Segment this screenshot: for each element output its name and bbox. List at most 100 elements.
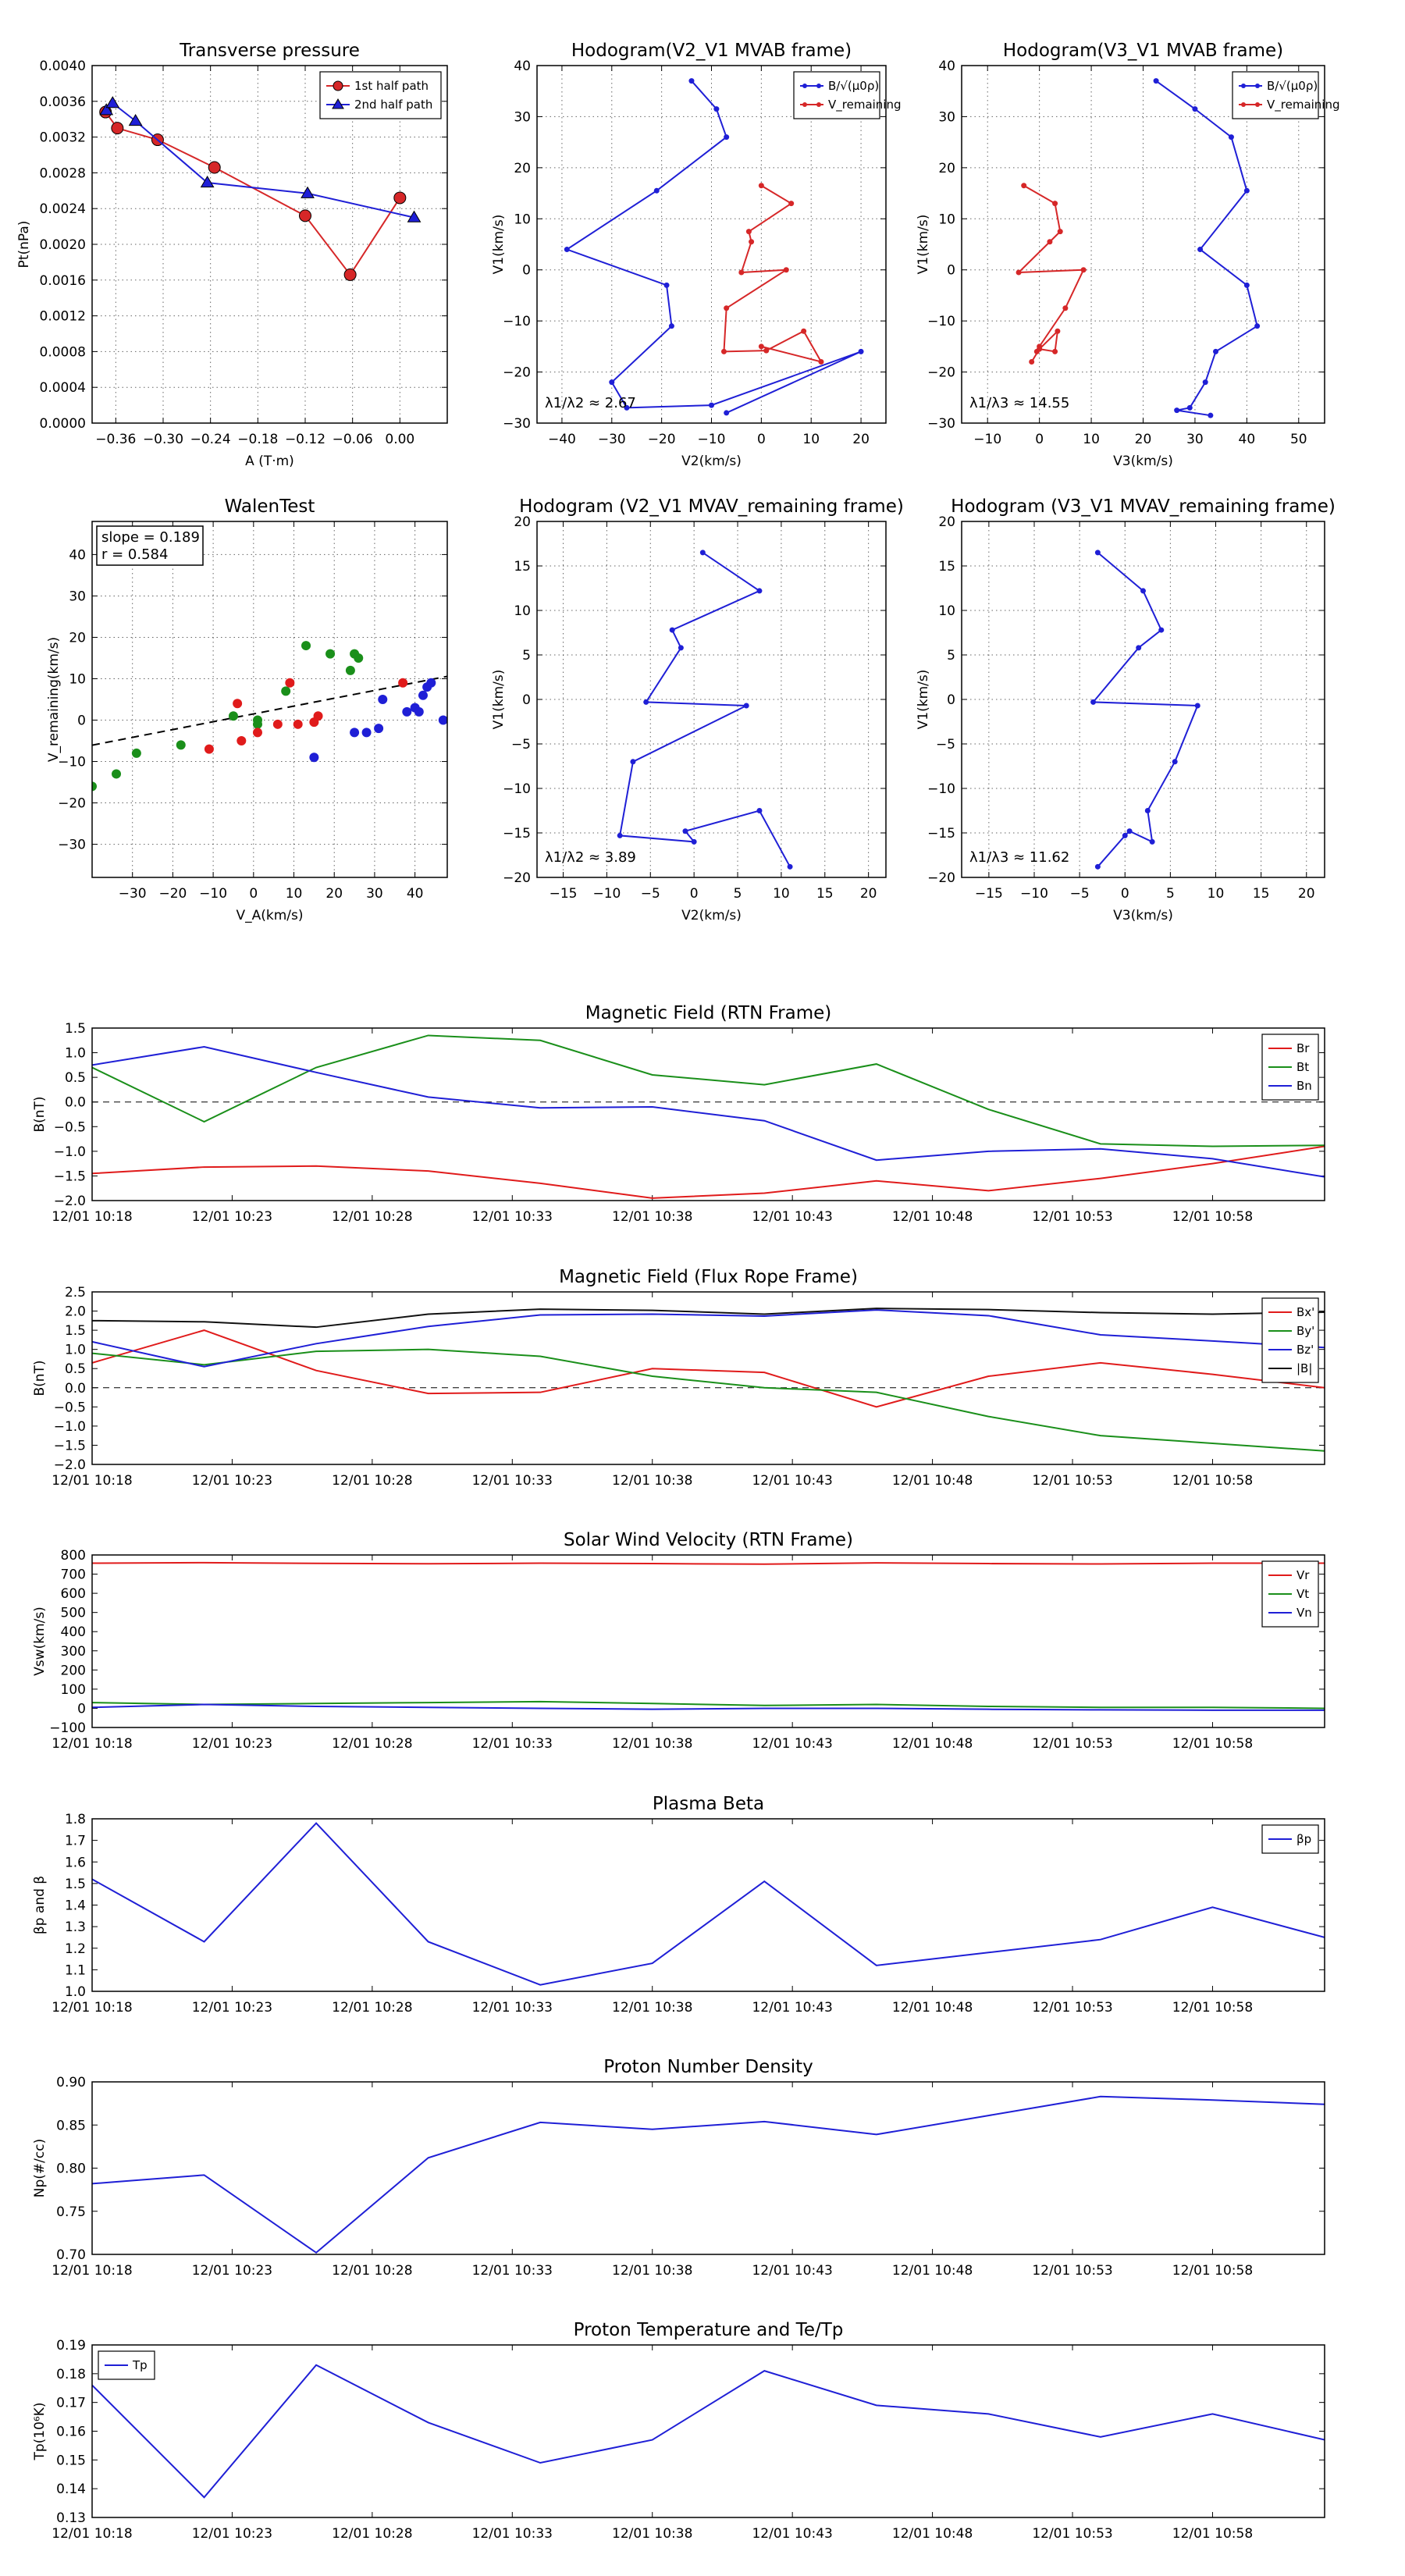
y-tick-label: 1.0 bbox=[65, 1046, 86, 1062]
y-tick-label: 5 bbox=[522, 648, 531, 664]
data-point bbox=[105, 96, 120, 109]
y-tick-label: 0 bbox=[947, 263, 955, 279]
plot-frame bbox=[91, 2344, 1325, 2518]
plot-area bbox=[537, 521, 886, 877]
y-tick-label: −0.5 bbox=[54, 1119, 86, 1135]
data-point bbox=[743, 703, 749, 709]
data-point bbox=[361, 728, 372, 738]
y-tick-label: 1.8 bbox=[65, 1812, 86, 1827]
plot-area bbox=[537, 66, 886, 423]
plot-frame bbox=[91, 1554, 1325, 1728]
legend: 1st half path 2nd half path bbox=[319, 71, 442, 119]
plot-marks bbox=[92, 1561, 1325, 1711]
plot-area bbox=[92, 2082, 1325, 2254]
legend-label: Bz' bbox=[1297, 1343, 1314, 1357]
plot-marks bbox=[92, 1822, 1325, 1986]
y-tick-label: 1.5 bbox=[65, 1877, 86, 1892]
data-point bbox=[1213, 348, 1218, 354]
x-tick-label: 12/01 10:18 bbox=[52, 1209, 132, 1225]
legend-label: B/√(μ0ρ) bbox=[828, 79, 879, 93]
data-point bbox=[756, 588, 763, 594]
y-tick-label: −20 bbox=[927, 365, 955, 381]
x-tick-label: −10 bbox=[592, 886, 621, 902]
data-point bbox=[745, 229, 752, 235]
x-tick-label: −0.30 bbox=[143, 432, 183, 447]
y-tick-label: −10 bbox=[58, 755, 86, 770]
data-point bbox=[624, 404, 630, 411]
x-tick-label: 12/01 10:58 bbox=[1172, 1736, 1253, 1752]
x-tick-label: 30 bbox=[1186, 432, 1204, 447]
series-line-|B| bbox=[92, 1308, 1325, 1329]
chart-h1: −40 −30 −20 −10 0 10 20 −30 −20 −10 0 10 20 30 40 Hodog… bbox=[491, 41, 902, 469]
y-tick-label: 2.0 bbox=[65, 1304, 86, 1320]
x-tick-label: 12/01 10:23 bbox=[192, 1736, 272, 1752]
chart-h2: −10 0 10 20 30 40 50 −30 −20 −10 0 10 20 30 40 Hodogram… bbox=[916, 41, 1340, 469]
y-tick-label: −30 bbox=[503, 416, 531, 432]
x-tick-label: 12/01 10:23 bbox=[192, 2000, 272, 2016]
y-tick-label: 0.0036 bbox=[40, 94, 86, 110]
y-tick-label: 0.18 bbox=[56, 2367, 86, 2382]
y-tick-label: 0 bbox=[522, 263, 531, 279]
x-tick-label: 12/01 10:53 bbox=[1032, 2526, 1112, 2542]
data-point bbox=[204, 744, 214, 754]
legend: B/√(μ0ρ) V_remaining bbox=[793, 71, 902, 119]
plot-marks bbox=[564, 78, 864, 416]
data-point bbox=[301, 186, 315, 198]
data-point bbox=[564, 247, 570, 253]
x-tick-label: 12/01 10:43 bbox=[752, 1209, 832, 1225]
x-tick-label: 12/01 10:53 bbox=[1032, 1473, 1112, 1489]
x-axis-label: V2(km/s) bbox=[681, 908, 742, 923]
plot-marks bbox=[92, 1308, 1325, 1452]
x-tick-label: 12/01 10:28 bbox=[332, 1736, 412, 1752]
y-tick-label: 0.0024 bbox=[40, 201, 86, 217]
data-point bbox=[354, 653, 364, 663]
y-tick-label: 0.13 bbox=[56, 2510, 86, 2526]
x-tick-label: 0 bbox=[1121, 886, 1129, 902]
y-tick-label: −1.5 bbox=[54, 1169, 86, 1184]
data-point bbox=[131, 748, 141, 758]
x-tick-label: −10 bbox=[1020, 886, 1048, 902]
data-point bbox=[252, 715, 262, 725]
y-tick-label: 1.4 bbox=[65, 1898, 86, 1914]
y-tick-label: −15 bbox=[503, 826, 531, 841]
plot-frame bbox=[536, 65, 887, 424]
x-tick-label: 12/01 10:53 bbox=[1032, 1209, 1112, 1225]
y-tick-label: 40 bbox=[69, 547, 86, 563]
series-line-Np bbox=[92, 2095, 1325, 2254]
y-tick-label: 0.0008 bbox=[40, 344, 86, 360]
data-point bbox=[783, 267, 789, 273]
x-tick-label: 20 bbox=[1135, 432, 1152, 447]
y-tick-label: 0.0016 bbox=[40, 273, 86, 289]
chart-title: Magnetic Field (Flux Rope Frame) bbox=[559, 1267, 858, 1287]
x-tick-label: 30 bbox=[366, 886, 383, 902]
data-point bbox=[343, 268, 357, 281]
y-axis-label: B(nT) bbox=[32, 1360, 48, 1396]
data-point bbox=[1016, 269, 1022, 276]
y-tick-label: −100 bbox=[49, 1720, 86, 1736]
x-tick-label: −20 bbox=[648, 432, 676, 447]
data-point bbox=[1197, 247, 1204, 253]
data-point bbox=[713, 106, 720, 112]
data-point bbox=[1052, 201, 1058, 207]
legend-box bbox=[319, 71, 442, 119]
y-tick-label: 1.0 bbox=[65, 1984, 86, 2000]
y-tick-label: 0 bbox=[77, 713, 86, 729]
legend-label: Vr bbox=[1297, 1568, 1310, 1582]
data-point bbox=[200, 176, 215, 188]
y-tick-label: 1.5 bbox=[65, 1021, 86, 1037]
plot-frame bbox=[91, 65, 448, 424]
y-tick-label: 20 bbox=[514, 161, 531, 176]
data-point bbox=[1055, 328, 1061, 334]
legend-label: Bn bbox=[1297, 1079, 1312, 1093]
x-tick-label: 12/01 10:28 bbox=[332, 1209, 412, 1225]
y-tick-label: 0.0032 bbox=[40, 130, 86, 146]
data-point bbox=[313, 711, 323, 721]
data-point bbox=[818, 358, 824, 365]
x-tick-label: 12/01 10:48 bbox=[892, 1736, 973, 1752]
y-axis-label: Tp(10⁶K) bbox=[32, 2402, 48, 2460]
y-tick-label: 300 bbox=[61, 1644, 86, 1660]
data-point bbox=[1208, 412, 1214, 418]
data-point bbox=[299, 209, 311, 222]
y-tick-label: 0.0020 bbox=[40, 237, 86, 253]
x-tick-label: 12/01 10:38 bbox=[612, 2263, 692, 2279]
